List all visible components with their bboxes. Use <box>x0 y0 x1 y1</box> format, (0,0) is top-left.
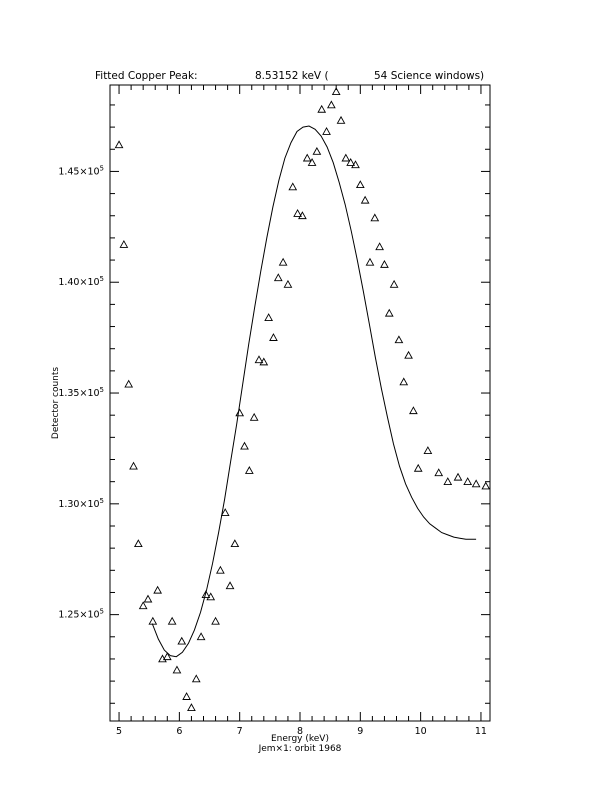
x-axis-label: Energy (keV) <box>271 734 329 744</box>
data-point <box>143 594 153 603</box>
data-point <box>244 466 254 474</box>
chart-subtitle: Jem×1: orbit 1968 <box>258 744 342 754</box>
data-point <box>423 446 433 454</box>
data-point <box>312 146 322 155</box>
data-point <box>177 636 187 645</box>
fit-curve <box>151 125 477 658</box>
y-tick-label: 1.30×105 <box>58 497 104 510</box>
data-point <box>211 616 220 625</box>
data-point <box>443 477 453 485</box>
x-tick-label: 10 <box>415 726 427 737</box>
data-point <box>216 565 225 574</box>
y-tick-label: 1.40×105 <box>58 275 104 288</box>
x-tick-label: 6 <box>176 726 182 737</box>
data-point <box>399 377 409 386</box>
data-point <box>463 477 473 485</box>
data-point <box>375 242 384 251</box>
title-value: 8.53152 keV ( <box>255 70 329 82</box>
data-point <box>240 441 249 450</box>
data-point <box>269 333 278 341</box>
data-point <box>471 479 481 488</box>
data-point <box>341 153 351 162</box>
y-tick-labels: 1.25×105 1.30×105 1.35×105 1.40×105 1.45×105 <box>58 164 104 620</box>
data-point <box>129 461 138 470</box>
data-point <box>409 406 418 415</box>
data-point <box>413 463 423 472</box>
x-tick-label: 7 <box>237 726 243 737</box>
y-tick-label: 1.35×105 <box>58 386 104 399</box>
data-point <box>191 674 201 683</box>
data-point <box>404 350 413 359</box>
data-point <box>220 508 230 517</box>
data-point <box>259 357 269 366</box>
data-point <box>298 211 307 220</box>
data-point <box>355 180 365 189</box>
data-point <box>264 313 273 322</box>
data-point <box>225 581 235 590</box>
x-tick-label: 5 <box>116 726 122 737</box>
data-point <box>302 153 312 162</box>
y-tick-label: 1.45×105 <box>58 164 104 177</box>
data-point <box>196 632 206 641</box>
data-point <box>235 408 245 417</box>
data-point <box>288 182 298 191</box>
title-right: 54 Science windows) <box>374 70 484 82</box>
data-point <box>273 273 283 282</box>
x-tick-label: 11 <box>475 726 487 737</box>
data-point <box>167 616 177 625</box>
data-point <box>254 355 264 364</box>
data-point <box>384 308 394 317</box>
data-point <box>206 592 216 601</box>
data-point <box>336 115 346 124</box>
data-point <box>278 257 288 266</box>
data-point <box>434 468 444 477</box>
data-point <box>307 158 317 166</box>
data-markers <box>114 87 491 712</box>
axis-ticks <box>110 85 490 721</box>
data-point <box>453 472 463 481</box>
data-point <box>351 160 360 169</box>
x-tick-label: 8 <box>297 726 303 737</box>
plot-frame <box>109 84 491 722</box>
data-point <box>380 259 389 268</box>
data-point <box>481 481 491 490</box>
data-point <box>162 652 172 661</box>
data-point <box>201 590 211 599</box>
data-point <box>124 379 134 388</box>
data-point <box>360 195 370 204</box>
data-point <box>346 158 356 166</box>
data-point <box>365 257 375 266</box>
data-point <box>182 692 191 700</box>
x-tick-labels: 5 6 7 8 9 10 11 <box>116 726 487 737</box>
data-point <box>389 279 399 288</box>
data-point <box>138 601 148 610</box>
data-point <box>148 616 158 625</box>
data-point <box>317 104 327 113</box>
data-point <box>394 335 404 344</box>
data-point <box>172 665 182 674</box>
data-point <box>133 539 143 548</box>
data-point <box>370 213 380 222</box>
data-point <box>187 703 196 712</box>
data-point <box>114 140 124 149</box>
data-point <box>158 654 167 663</box>
data-point <box>322 127 331 135</box>
data-point <box>230 539 240 548</box>
title-left: Fitted Copper Peak: <box>95 70 198 82</box>
data-point <box>119 240 129 248</box>
data-point <box>249 412 259 421</box>
data-point <box>331 87 341 95</box>
data-point <box>283 279 293 288</box>
chart-title: Fitted Copper Peak: 8.53152 keV ( 54 Sci… <box>95 70 484 82</box>
data-point <box>293 209 302 217</box>
x-tick-label: 9 <box>357 726 363 737</box>
data-point <box>327 100 336 109</box>
data-point <box>153 585 163 594</box>
y-axis-label: Detector counts <box>51 367 61 439</box>
y-tick-label: 1.25×105 <box>58 608 104 621</box>
